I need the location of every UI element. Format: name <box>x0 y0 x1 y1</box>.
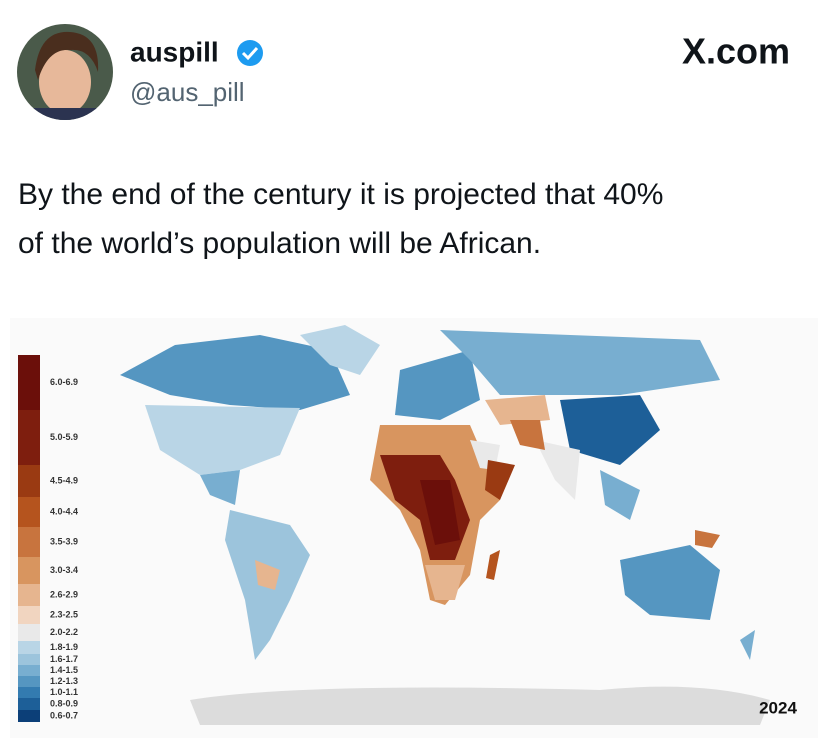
legend-label: 0.8-0.9 <box>50 698 78 708</box>
legend-label: 1.8-1.9 <box>50 642 78 652</box>
site-label: X.com <box>682 31 790 72</box>
legend-swatch <box>18 355 40 410</box>
legend-label: 2.6-2.9 <box>50 589 78 599</box>
legend-swatch <box>18 698 40 710</box>
legend-swatch <box>18 665 40 676</box>
legend-label: 1.4-1.5 <box>50 665 78 675</box>
legend-swatch <box>18 465 40 497</box>
verified-badge <box>237 40 263 66</box>
world-map <box>10 318 818 738</box>
legend-label: 6.0-6.9 <box>50 377 78 387</box>
legend: 6.0-6.9 5.0-5.9 4.5-4.9 4.0-4.4 3.5-3.9 3.0-3… <box>18 355 78 722</box>
legend-swatch <box>18 641 40 654</box>
legend-swatch <box>18 624 40 641</box>
tweet-text: of the world’s population will be Africa… <box>18 227 541 260</box>
legend-label: 5.0-5.9 <box>50 432 78 442</box>
legend-swatch <box>18 410 40 465</box>
legend-label: 1.6-1.7 <box>50 654 78 664</box>
legend-swatch <box>18 606 40 624</box>
display-name[interactable]: auspill <box>130 36 219 67</box>
avatar[interactable] <box>17 24 113 128</box>
tweet-text: By the end of the century it is projecte… <box>18 178 663 211</box>
legend-label: 0.6-0.7 <box>50 710 78 720</box>
legend-swatch <box>18 557 40 584</box>
map-year: 2024 <box>759 698 797 717</box>
legend-label: 3.0-3.4 <box>50 565 78 575</box>
legend-label: 2.3-2.5 <box>50 609 78 619</box>
handle[interactable]: @aus_pill <box>130 77 245 107</box>
legend-label: 4.5-4.9 <box>50 475 78 485</box>
legend-swatch <box>18 584 40 606</box>
legend-swatch <box>18 654 40 665</box>
legend-swatch <box>18 687 40 698</box>
legend-label: 4.0-4.4 <box>50 506 78 516</box>
legend-label: 3.5-3.9 <box>50 536 78 546</box>
legend-swatch <box>18 710 40 722</box>
legend-label: 2.0-2.2 <box>50 627 78 637</box>
legend-swatch <box>18 527 40 557</box>
legend-label: 1.2-1.3 <box>50 676 78 686</box>
legend-label: 1.0-1.1 <box>50 687 78 697</box>
legend-swatch <box>18 497 40 527</box>
legend-swatch <box>18 676 40 687</box>
